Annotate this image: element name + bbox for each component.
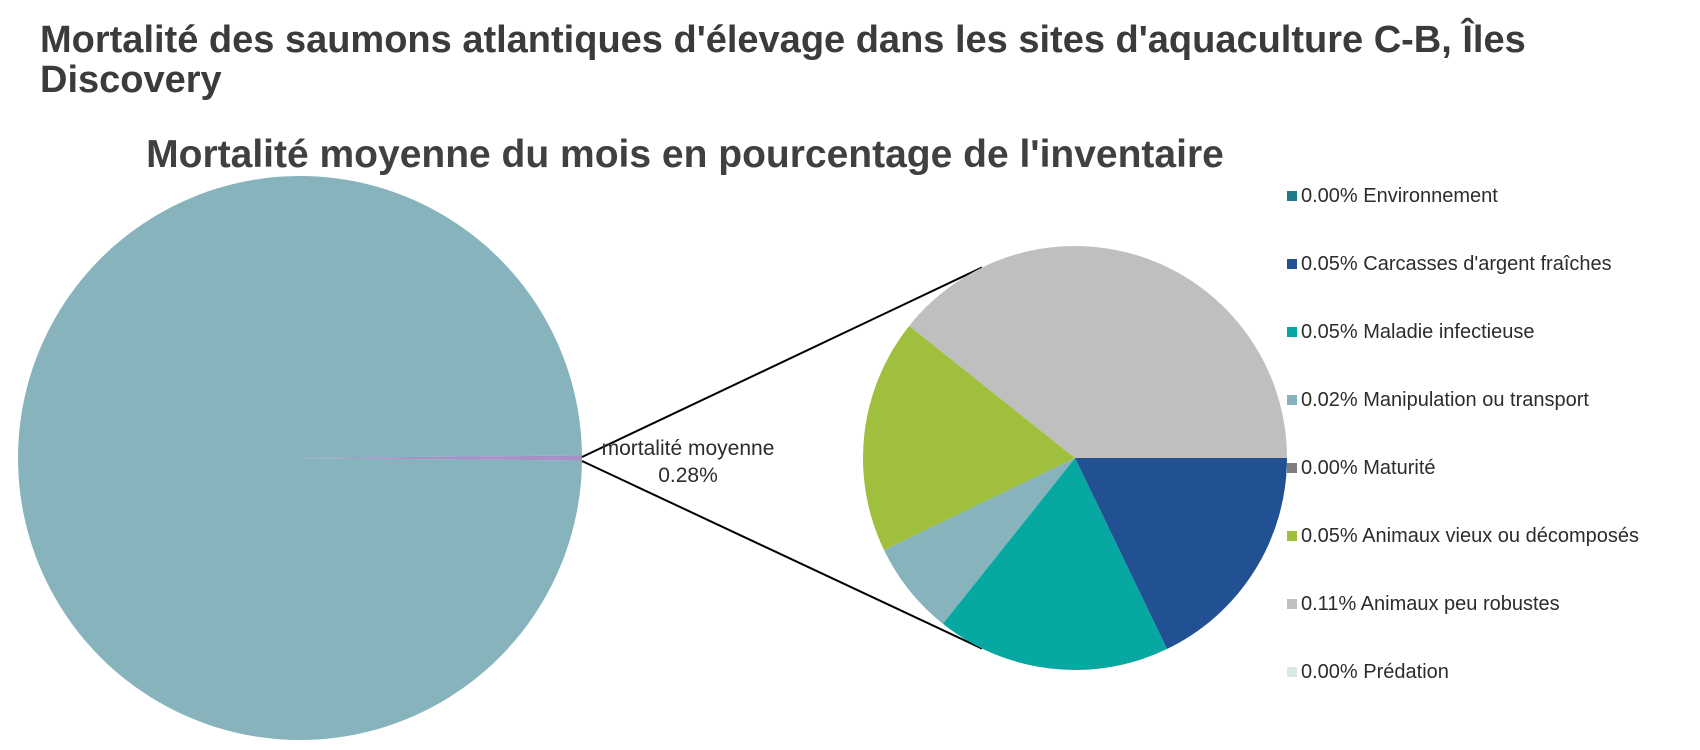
secondary-pie-slice-2 [942,458,1167,670]
legend-item: 0.05% Maladie infectieuse [1287,320,1534,344]
legend-swatch [1287,259,1297,269]
legend-item: 0.05% Animaux vieux ou décomposés [1287,524,1639,548]
legend-label: 0.11% Animaux peu robustes [1301,592,1560,615]
legend-swatch [1287,463,1297,473]
legend-label: 0.05% Maladie infectieuse [1301,320,1535,343]
legend-swatch [1287,191,1297,201]
legend-label: 0.02% Manipulation ou transport [1301,388,1589,411]
secondary-pie-slice-6 [909,245,1287,458]
secondary-pie-slice-5 [863,325,1075,550]
main-pie [17,175,582,740]
legend-item: 0.05% Carcasses d'argent fraîches [1287,252,1612,276]
legend-swatch [1287,599,1297,609]
legend-item: 0.11% Animaux peu robustes [1287,592,1560,616]
secondary-pie [863,245,1287,670]
connector-line-top [581,266,983,458]
legend-label: 0.05% Carcasses d'argent fraîches [1301,252,1612,275]
legend-swatch [1287,531,1297,541]
legend-swatch [1287,667,1297,677]
secondary-pie-slice-1 [1075,458,1287,650]
legend-swatch [1287,395,1297,405]
connector-lines [581,266,983,650]
legend-label: 0.00% Prédation [1301,660,1449,683]
legend-swatch [1287,327,1297,337]
page-title: Mortalité des saumons atlantiques d'élev… [40,19,1526,101]
legend-item: 0.00% Prédation [1287,660,1449,684]
legend-label: 0.00% Environnement [1301,184,1498,207]
legend-item: 0.00% Environnement [1287,184,1498,208]
legend-label: 0.05% Animaux vieux ou décomposés [1301,524,1639,547]
legend-label: 0.00% Maturité [1301,456,1436,479]
data-label-value: 0.28% [658,464,718,487]
main-pie-slice-mortality [300,455,582,461]
secondary-pie-slice-3 [883,458,1075,624]
legend-item: 0.00% Maturité [1287,456,1436,480]
chart-title: Mortalité moyenne du mois en pourcentage… [146,133,1224,176]
connector-line-bottom [581,460,983,650]
legend-item: 0.02% Manipulation ou transport [1287,388,1589,412]
data-label-name: mortalité moyenne [602,437,775,460]
main-pie-slice [17,175,582,740]
